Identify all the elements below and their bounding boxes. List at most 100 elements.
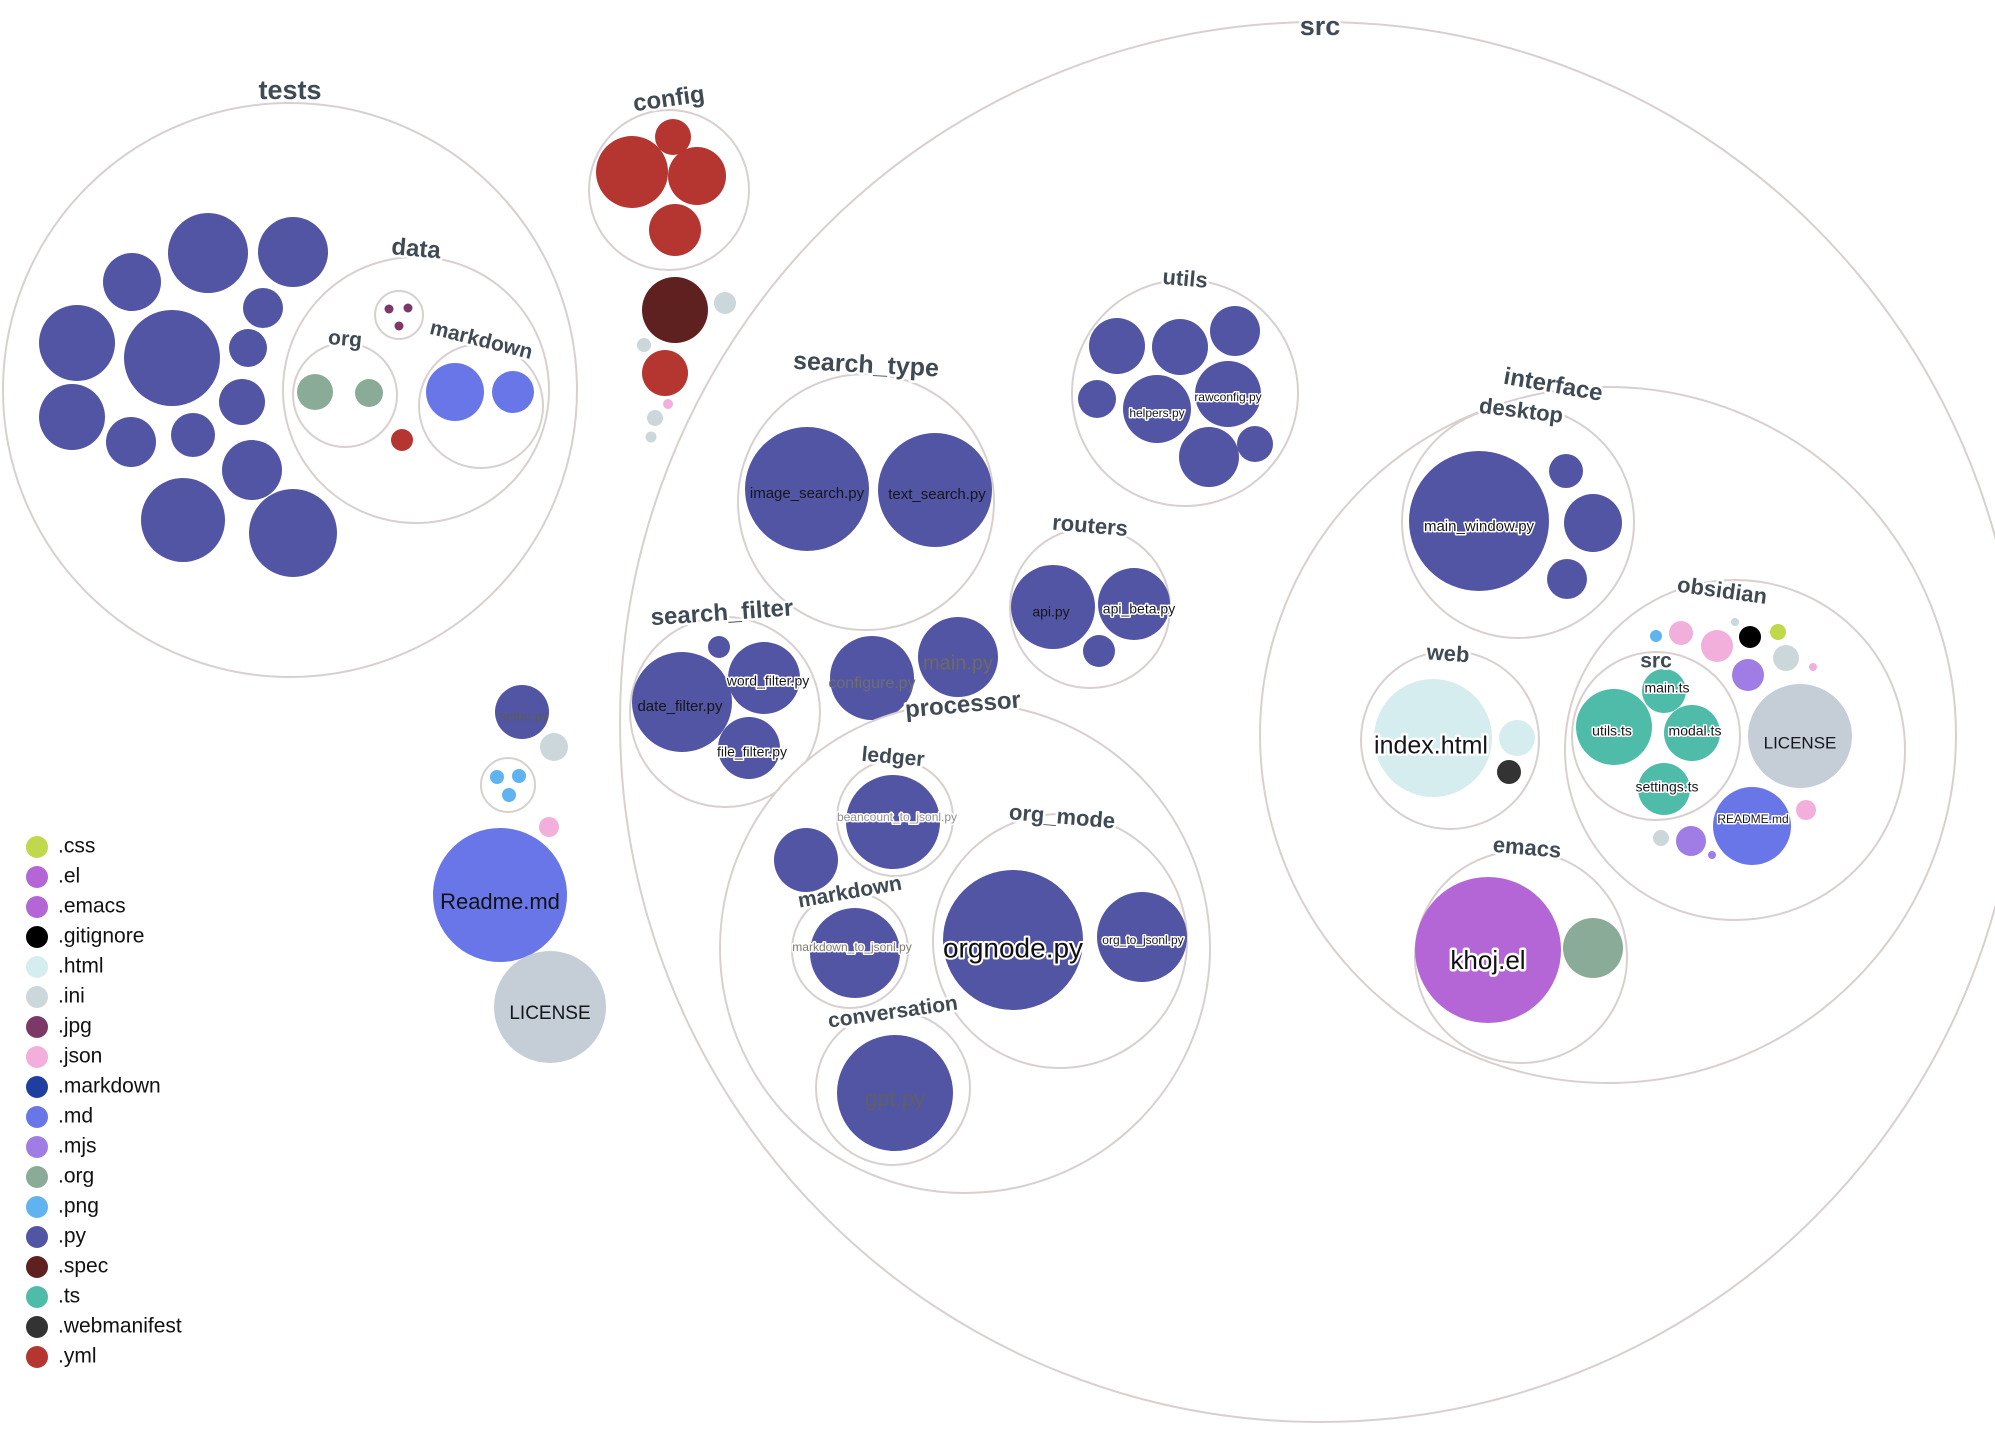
file-utils-py-4 bbox=[1078, 380, 1116, 418]
file-tests-py-14 bbox=[249, 489, 337, 577]
file-config-yml-3 bbox=[668, 147, 726, 205]
file-file-filter-py bbox=[718, 717, 780, 779]
file-label-file-configure-py: configure.py bbox=[828, 675, 915, 692]
file-obsidian-json-3 bbox=[1809, 663, 1817, 671]
file-tests-py-3 bbox=[103, 253, 161, 311]
legend: .css .el .emacs .gitignore .html .ini .jpg .jso… bbox=[26, 835, 182, 1368]
legend-label-html: .html bbox=[58, 955, 104, 978]
file-label-file-helpers-py: helpers.py bbox=[1129, 406, 1184, 420]
dir-label-dir-config: config bbox=[631, 80, 706, 117]
file-utils-py-1 bbox=[1089, 318, 1145, 374]
file-label-file-setup-py: setup.py bbox=[499, 708, 549, 723]
file-processor-py bbox=[774, 828, 838, 892]
file-label-file-beancount-to-jsonl-py: beancount_to_jsonl.py bbox=[837, 810, 957, 824]
file-label-file-api-py: api.py bbox=[1032, 604, 1069, 620]
file-label-file-rawconfig-py: rawconfig.py bbox=[1194, 390, 1261, 404]
file-api-beta-py bbox=[1098, 568, 1170, 640]
file-data-org-1 bbox=[297, 374, 333, 410]
legend-swatch-webmanifest bbox=[26, 1316, 48, 1338]
legend-swatch-ts bbox=[26, 1286, 48, 1308]
dir-label-dir-tests: tests bbox=[258, 75, 321, 105]
file-root-ini-4 bbox=[645, 431, 657, 443]
file-khoj-el bbox=[1415, 877, 1561, 1023]
file-license-obsidian bbox=[1748, 684, 1852, 788]
file-web-html bbox=[1499, 720, 1535, 756]
file-image-search-py bbox=[745, 427, 869, 551]
file-label-file-main-py: main.py bbox=[923, 652, 993, 674]
dir-label-dir-obsidian-src: src bbox=[1640, 650, 1672, 673]
file-label-file-license-obsidian: LICENSE bbox=[1764, 733, 1837, 752]
legend-swatch-gitignore bbox=[26, 926, 48, 948]
file-label-file-date-filter-py: date_filter.py bbox=[637, 698, 723, 715]
file-desktop-py-3 bbox=[1547, 559, 1587, 599]
file-main-ts bbox=[1642, 669, 1686, 713]
file-label-file-gpt-py: gpt.py bbox=[865, 1086, 925, 1111]
file-obsidian-json-4 bbox=[1796, 800, 1816, 820]
file-obsidian-mjs-1 bbox=[1732, 659, 1764, 691]
file-label-file-settings-ts: settings.ts bbox=[1635, 779, 1698, 795]
file-utils-py-2 bbox=[1152, 319, 1208, 375]
legend-item-webmanifest: .webmanifest bbox=[26, 1315, 182, 1338]
file-label-file-khoj-el: khoj.el bbox=[1450, 945, 1525, 975]
legend-swatch-css bbox=[26, 836, 48, 858]
file-label-file-api-beta-py: api_beta.py bbox=[1103, 601, 1175, 617]
file-tests-py-11 bbox=[171, 413, 215, 457]
file-date-filter-py bbox=[632, 652, 732, 752]
file-obsidian-mjs-3 bbox=[1708, 851, 1716, 859]
file-obsidian-mjs-2 bbox=[1676, 826, 1706, 856]
file-label-file-modal-ts: modal.ts bbox=[1669, 723, 1722, 739]
file-data-md-1 bbox=[426, 363, 484, 421]
file-obsidian-gitignore bbox=[1739, 626, 1761, 648]
file-rawconfig-py bbox=[1195, 361, 1261, 427]
file-obsidian-ini-1 bbox=[1731, 618, 1739, 626]
legend-label-ts: .ts bbox=[58, 1285, 80, 1308]
legend-label-png: .png bbox=[58, 1195, 99, 1218]
legend-item-mjs: .mjs bbox=[26, 1135, 97, 1158]
file-readme-md bbox=[433, 828, 567, 962]
legend-label-spec: .spec bbox=[58, 1255, 108, 1278]
file-search-filter-py bbox=[708, 636, 730, 658]
file-desktop-py-2 bbox=[1564, 494, 1622, 552]
file-root-ini-2 bbox=[637, 338, 651, 352]
file-data-jpg-2 bbox=[403, 303, 413, 313]
file-utils-ts bbox=[1576, 689, 1652, 765]
file-data-jpg-3 bbox=[394, 321, 404, 331]
file-label-file-index-html: index.html bbox=[1374, 732, 1488, 760]
file-api-py bbox=[1011, 565, 1095, 649]
legend-item-jpg: .jpg bbox=[26, 1015, 92, 1038]
legend-item-gitignore: .gitignore bbox=[26, 925, 144, 948]
dir-label-dir-web: web bbox=[1425, 639, 1470, 667]
file-label-file-org-to-jsonl-py: org_to_jsonl.py bbox=[1102, 933, 1183, 947]
file-desktop-py-1 bbox=[1549, 454, 1583, 488]
file-markdown-to-jsonl-py bbox=[810, 908, 900, 998]
legend-item-json: .json bbox=[26, 1045, 102, 1068]
legend-item-md: .md bbox=[26, 1105, 93, 1128]
legend-swatch-png bbox=[26, 1196, 48, 1218]
file-webmanifest bbox=[1497, 760, 1521, 784]
dir-root-png bbox=[480, 757, 536, 813]
dir-label-dir-data-org: org bbox=[327, 326, 363, 352]
file-config-yml-4 bbox=[649, 204, 701, 256]
legend-label-py: .py bbox=[58, 1225, 87, 1248]
legend-label-org: .org bbox=[58, 1165, 94, 1188]
legend-swatch-markdown bbox=[26, 1076, 48, 1098]
file-utils-py-3 bbox=[1210, 306, 1260, 356]
legend-item-markdown: .markdown bbox=[26, 1075, 161, 1098]
file-data-yml bbox=[391, 429, 413, 451]
file-utils-py-5 bbox=[1179, 427, 1239, 487]
legend-item-ini: .ini bbox=[26, 985, 85, 1008]
file-label-file-license-root: LICENSE bbox=[509, 1003, 590, 1024]
file-tests-py-5 bbox=[39, 305, 115, 381]
file-obsidian-png bbox=[1650, 630, 1662, 642]
file-obsidian-css bbox=[1770, 624, 1786, 640]
file-root-ini-5 bbox=[540, 733, 568, 761]
file-label-file-orgnode-py: orgnode.py bbox=[943, 932, 1083, 963]
file-label-file-readme-md-obsidian: README.md bbox=[1717, 812, 1788, 826]
file-label-file-word-filter-py: word_filter.py bbox=[726, 673, 809, 689]
file-gpt-py bbox=[837, 1035, 953, 1151]
file-tests-py-6 bbox=[124, 310, 220, 406]
legend-label-yml: .yml bbox=[58, 1345, 97, 1368]
file-data-jpg-1 bbox=[384, 304, 394, 314]
file-label-file-text-search-py: text_search.py bbox=[888, 486, 986, 503]
